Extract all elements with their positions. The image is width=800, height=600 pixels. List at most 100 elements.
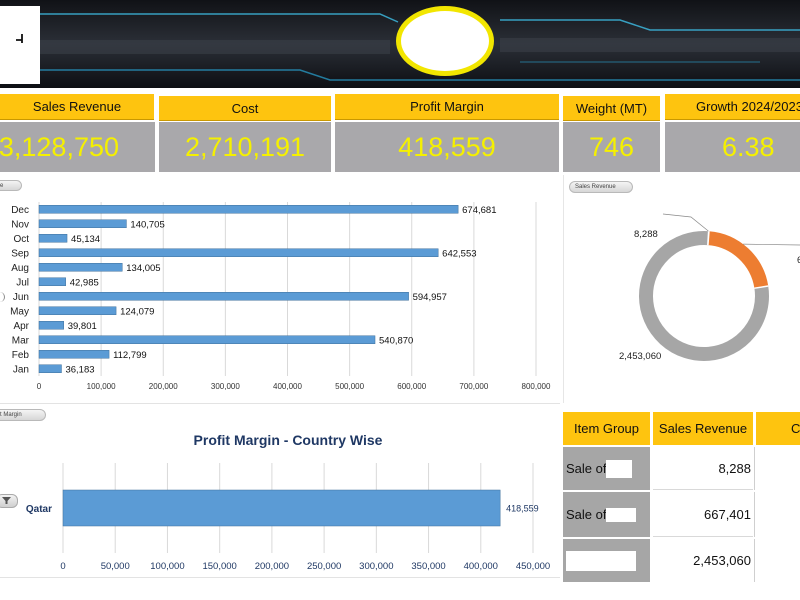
profit-margin-country-chart: Profit Margin - Country Wise 0 50,000 100,0… [26,432,550,572]
data-label: 112,799 [113,350,147,361]
x-tick-label: 800,000 [522,382,551,391]
kpi-cost-value: 2,710,191 [159,122,331,172]
bar-apr [38,321,64,330]
header-banner [0,0,800,88]
donut-label: 6 [797,255,800,266]
data-label: 594,957 [413,292,447,303]
table-header-cost[interactable]: C [756,412,800,445]
y-category-label: Aug [11,263,29,274]
monthly-field-button[interactable]: e [0,180,22,191]
kpi-sales-revenue-label: Sales Revenue [0,94,154,120]
x-tick-label: 100,000 [87,382,116,391]
monthly-revenue-bar-chart: 0 100,000 200,000 300,000 400,000 500,000 600,… [10,202,551,391]
leader-line [662,213,709,232]
y-category-label: Jan [13,364,29,375]
slice-separator [707,231,710,246]
kpi-weight-label: Weight (MT) [563,96,660,121]
data-label: 124,079 [120,306,154,317]
table-row-1-item: Sale of [563,447,650,490]
monthly-filter-handle[interactable] [0,292,5,302]
x-tick-label: 0 [37,382,42,391]
country-field-button[interactable]: t Margin [0,409,46,421]
data-label: 134,005 [126,263,160,274]
x-tick-label: 50,000 [101,561,130,572]
country-chart-panel [0,405,560,578]
filter-icon [2,497,11,504]
donut-slice [639,231,769,361]
y-category-label: Jun [13,292,29,303]
data-label: 418,559 [506,504,539,514]
y-category-label: Nov [11,219,29,230]
table-row-3-item [563,539,650,582]
x-tick-label: 300,000 [211,382,240,391]
x-tick-label: 150,000 [202,561,236,572]
banner-graphic [0,0,800,88]
data-label: 540,870 [379,335,413,346]
x-tick-label: 0 [60,561,65,572]
x-tick-label: 400,000 [464,561,498,572]
y-category-label: Qatar [26,504,52,515]
sales-revenue-donut-chart: 8,288 6 2,453,060 [619,213,800,362]
x-tick-label: 350,000 [411,561,445,572]
data-label: 642,553 [442,248,476,259]
slice-separator [754,285,769,289]
bar-mar [38,335,376,344]
company-logo-icon [16,34,23,43]
donut-field-button[interactable]: Sales Revenue [569,181,633,193]
leader-line [743,243,800,246]
y-category-label: Dec [11,205,29,216]
x-tick-label: 300,000 [359,561,393,572]
item-group-table: Item Group Sales Revenue C Sale of 8,288… [563,412,800,584]
y-category-label: May [10,306,29,317]
kpi-weight-value: 746 [563,122,660,172]
data-label: 140,705 [130,219,164,230]
bar-may [38,306,117,315]
x-tick-label: 200,000 [149,382,178,391]
table-cell-item: Sale of [566,507,607,522]
y-category-label: Oct [13,234,29,245]
chart-title: Profit Margin - Country Wise [194,432,383,448]
kpi-growth-value: 6.38 [665,122,800,172]
filter-button[interactable] [0,494,18,508]
bar-sep [38,248,439,257]
monthly-chart-panel [0,175,560,404]
kpi-profit-margin-label: Profit Margin [335,94,559,120]
bar-nov [38,219,127,228]
bar-aug [38,263,123,272]
y-category-label: Jul [16,277,29,288]
data-label: 674,681 [462,205,496,216]
x-tick-label: 100,000 [150,561,184,572]
y-category-label: Sep [11,248,29,259]
x-tick-label: 500,000 [335,382,364,391]
x-tick-label: 450,000 [516,561,550,572]
table-row-2-item: Sale of [563,492,650,537]
logo-box [0,6,40,84]
bar-dec [38,205,459,214]
bar-qatar [62,489,501,527]
kpi-cost-label: Cost [159,96,331,121]
column-divider [754,539,755,582]
table-header-sales-revenue[interactable]: Sales Revenue [653,412,753,445]
x-tick-label: 250,000 [307,561,341,572]
kpi-sales-revenue-value: 3,128,750 [0,122,155,172]
table-row-1-revenue: 8,288 [653,447,753,490]
x-tick-label: 200,000 [255,561,289,572]
donut-slice [707,231,769,289]
bar-jul [38,277,66,286]
bar-jun [38,292,409,301]
table-row-3-revenue: 2,453,060 [693,553,751,568]
yellow-ellipse-emblem-icon [396,6,494,76]
data-label: 45,134 [71,234,100,245]
bar-feb [38,350,110,359]
y-category-label: Apr [13,321,29,332]
data-label: 42,985 [70,277,99,288]
redacted-block [606,459,633,478]
column-divider [754,447,755,490]
donut-label: 8,288 [634,229,658,240]
table-header-item-group[interactable]: Item Group [563,412,650,445]
column-divider [754,492,755,537]
y-category-label: Mar [12,335,30,346]
kpi-growth-label: Growth 2024/2023 [665,94,800,120]
data-label: 39,801 [68,321,97,332]
data-label: 36,183 [65,364,94,375]
